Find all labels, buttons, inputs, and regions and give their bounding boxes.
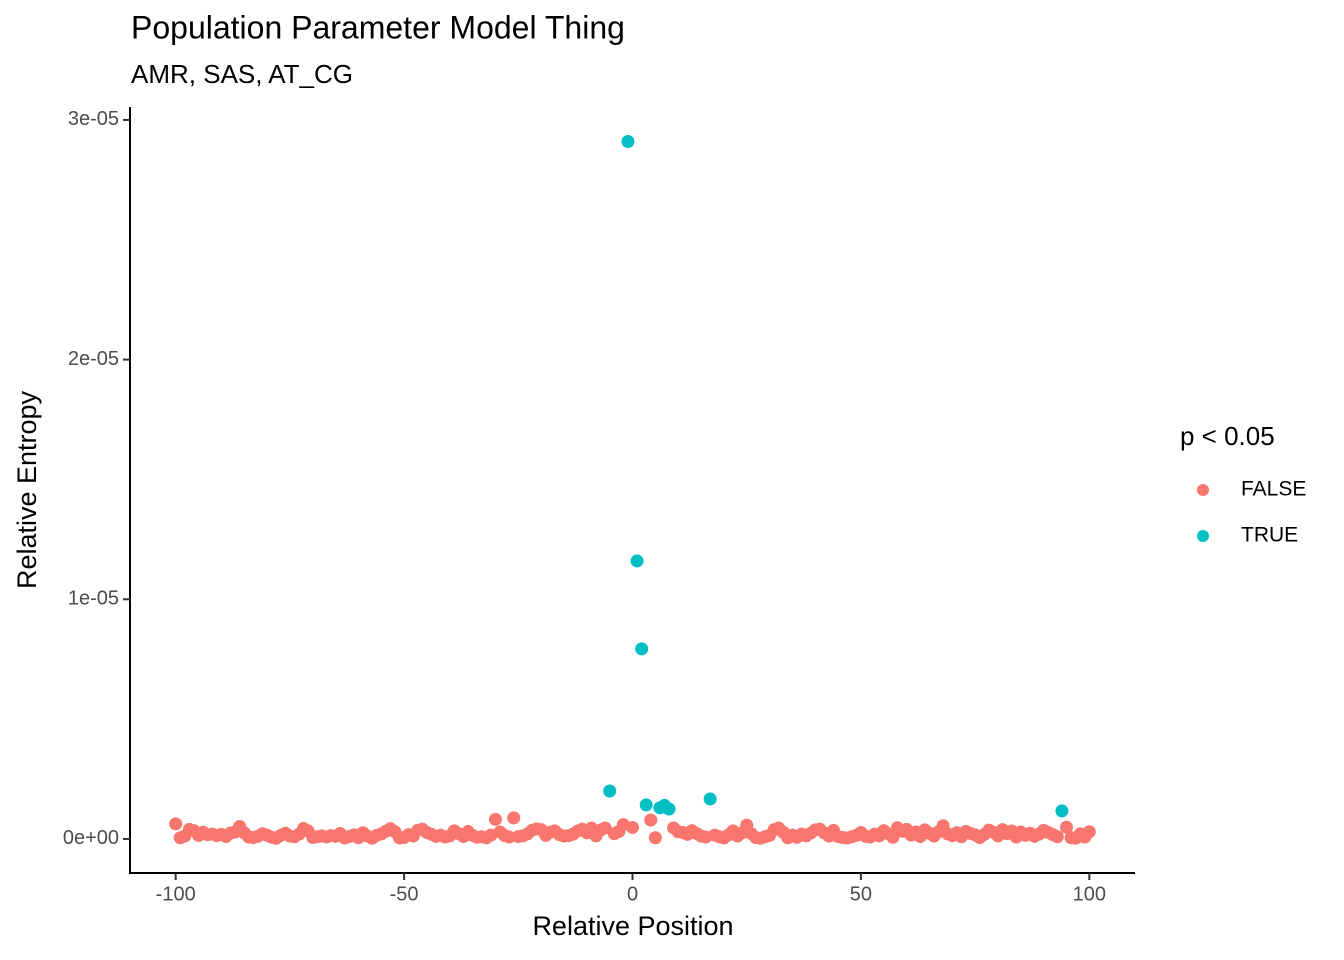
legend-title: p < 0.05 xyxy=(1180,421,1275,451)
legend-label: TRUE xyxy=(1241,524,1298,547)
point xyxy=(621,135,635,149)
point xyxy=(648,831,662,845)
point xyxy=(630,554,644,568)
x-tick-label: 50 xyxy=(850,883,872,905)
point xyxy=(502,830,516,844)
chart-title: Population Parameter Model Thing xyxy=(131,9,625,45)
y-tick-label: 0e+00 xyxy=(63,827,119,849)
point xyxy=(488,812,502,826)
y-tick-label: 1e-05 xyxy=(68,588,119,610)
legend-label: FALSE xyxy=(1241,478,1306,501)
point xyxy=(1055,804,1069,818)
x-tick-label: -100 xyxy=(156,883,196,905)
point xyxy=(703,792,717,806)
x-tick-label: 0 xyxy=(627,883,638,905)
point xyxy=(626,820,639,834)
point xyxy=(169,817,183,831)
y-tick-label: 2e-05 xyxy=(68,348,119,370)
y-tick-label: 3e-05 xyxy=(68,108,119,130)
x-tick-label: -50 xyxy=(390,883,419,905)
point xyxy=(1082,825,1096,839)
point xyxy=(639,798,653,812)
legend-marker xyxy=(1197,530,1209,542)
y-axis-title: Relative Entropy xyxy=(12,390,42,589)
point xyxy=(603,784,617,798)
x-tick-label: 100 xyxy=(1073,883,1106,905)
point xyxy=(1059,820,1073,834)
point xyxy=(662,802,676,816)
chart-subtitle: AMR, SAS, AT_CG xyxy=(131,59,353,89)
point xyxy=(644,813,658,827)
x-axis-title: Relative Position xyxy=(532,911,733,941)
legend-marker xyxy=(1197,484,1209,496)
point xyxy=(507,811,521,825)
point xyxy=(635,642,649,656)
point xyxy=(1050,830,1064,844)
